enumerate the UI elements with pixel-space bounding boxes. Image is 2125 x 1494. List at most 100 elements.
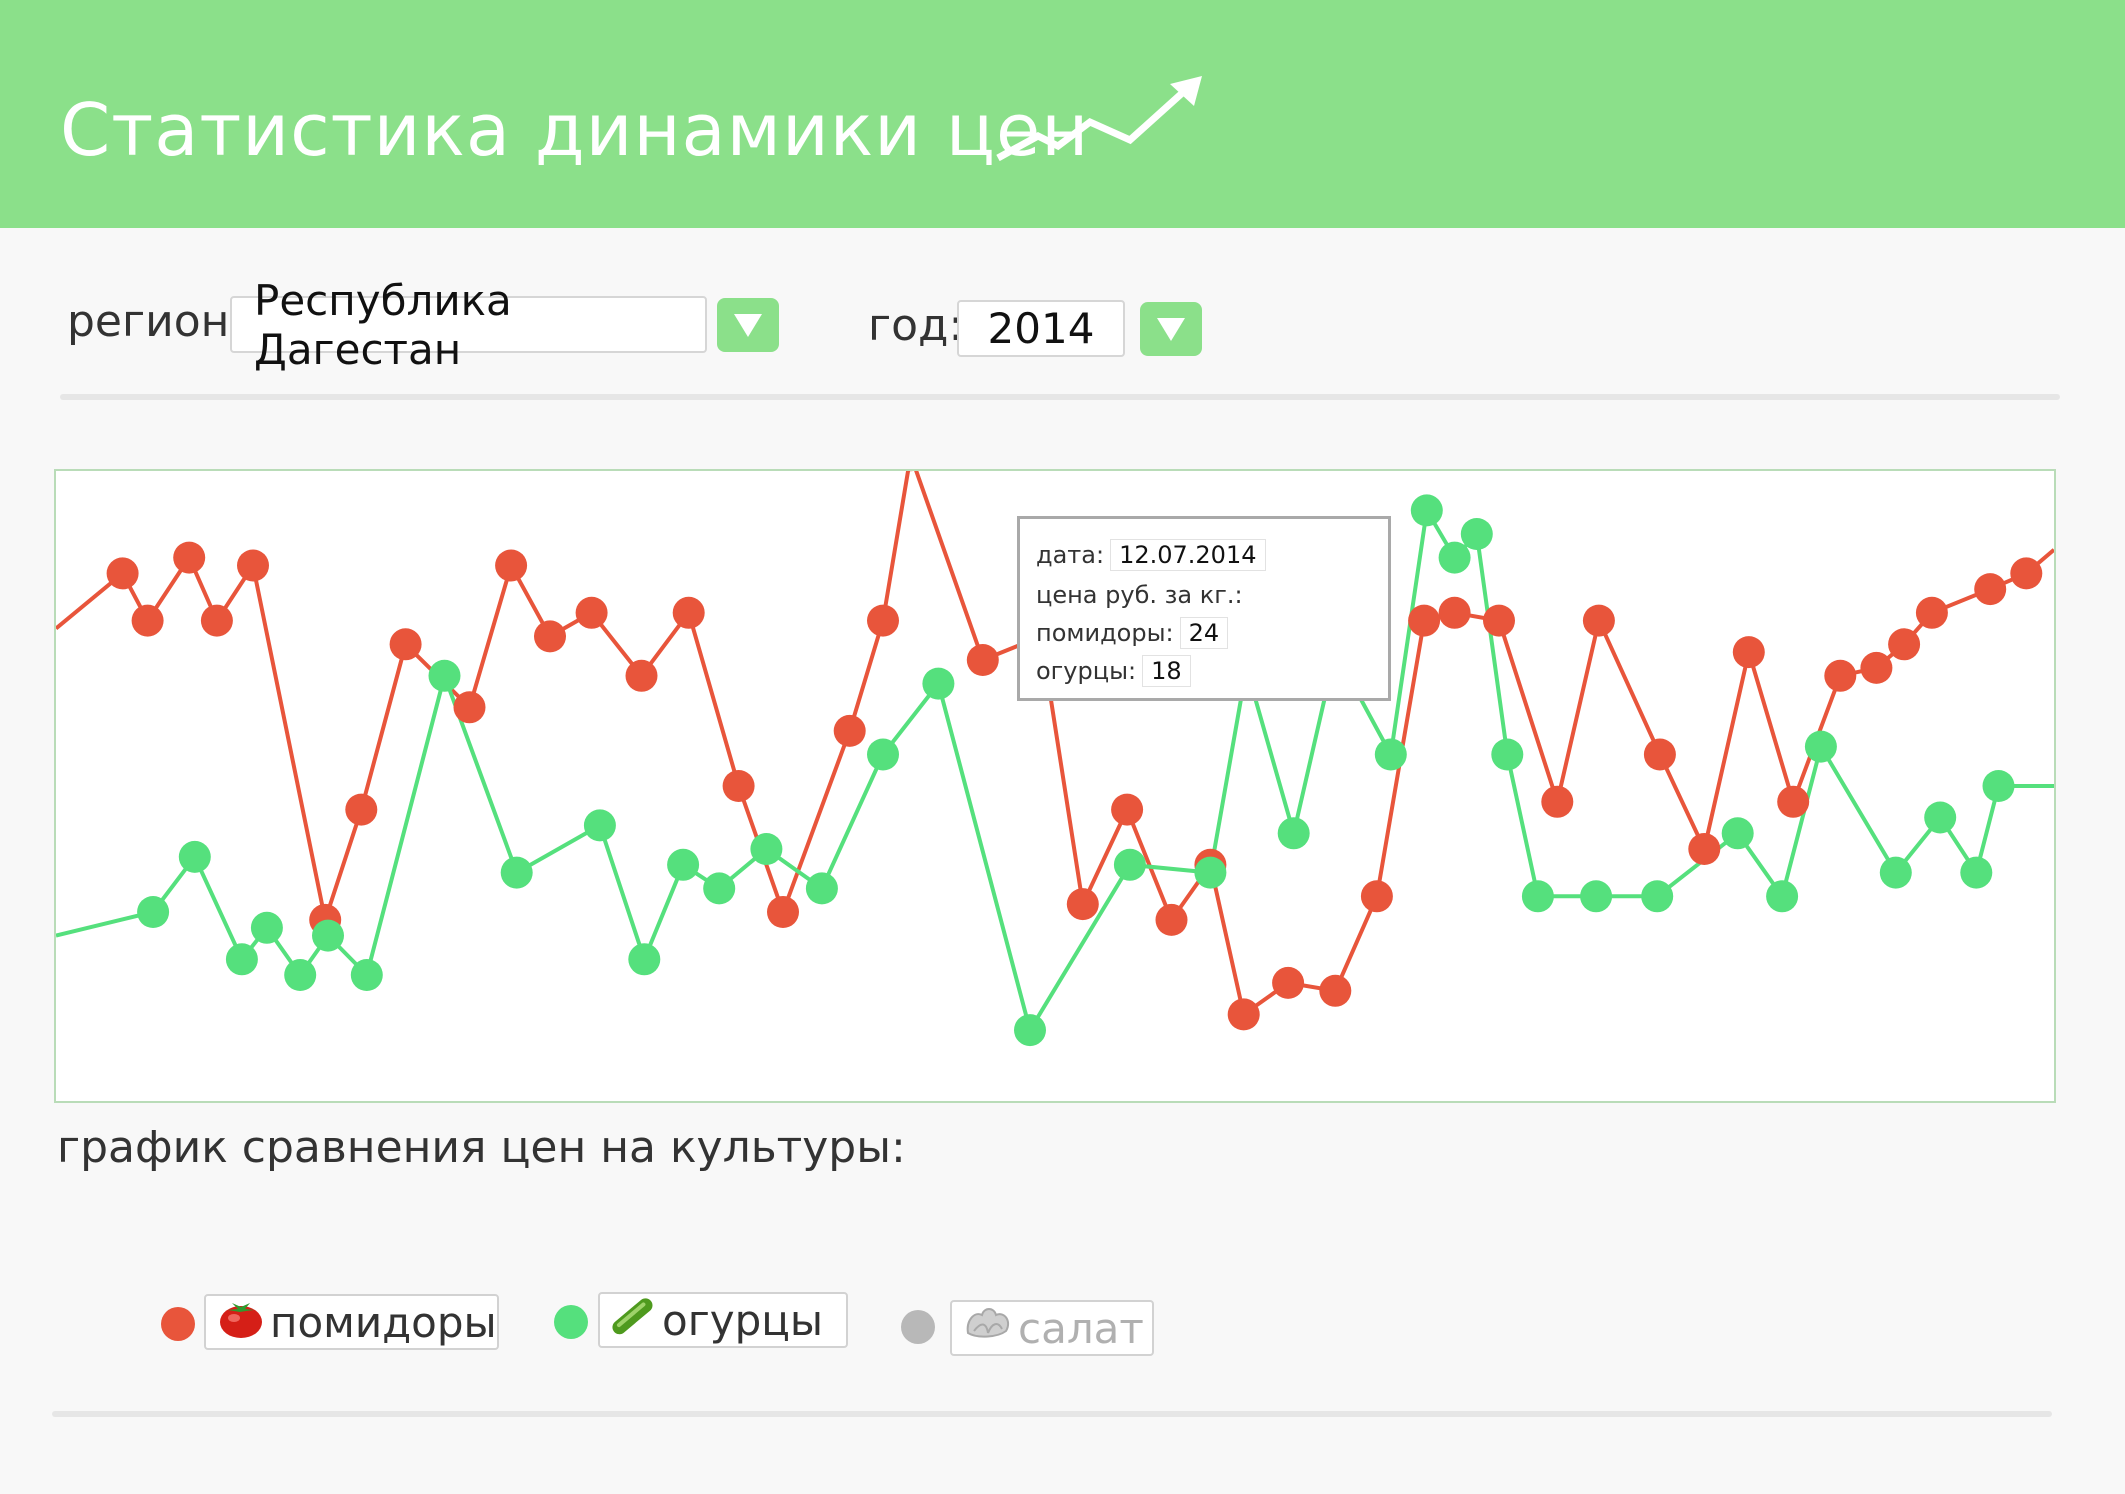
year-dropdown-button[interactable] [1140,302,1202,356]
data-point-cucumbers[interactable] [1521,880,1554,913]
region-select[interactable]: Республика Дагестан [230,276,707,374]
data-point-tomatoes[interactable] [106,557,139,590]
cucumber-icon [612,1293,656,1347]
data-point-cucumbers[interactable] [1014,1014,1046,1047]
data-point-cucumbers[interactable] [1277,817,1310,850]
legend-label-cucumbers: огурцы [662,1295,824,1345]
data-point-cucumbers[interactable] [137,896,170,928]
data-point-tomatoes[interactable] [867,604,899,637]
data-point-cucumbers[interactable] [1766,880,1799,913]
data-point-tomatoes[interactable] [767,896,799,928]
data-point-tomatoes[interactable] [1408,604,1441,637]
data-point-tomatoes[interactable] [495,549,528,582]
legend-toggle-tomatoes[interactable]: помидоры [204,1294,499,1350]
data-point-cucumbers[interactable] [1113,848,1146,881]
data-point-cucumbers[interactable] [1374,738,1407,771]
data-point-tomatoes[interactable] [1888,628,1921,661]
data-tooltip: дата: 12.07.2014 цена руб. за кг.: помид… [1017,516,1391,701]
data-point-tomatoes[interactable] [625,659,658,692]
data-point-cucumbers[interactable] [250,911,283,944]
data-point-cucumbers[interactable] [1580,880,1613,913]
tooltip-cucumbers-label: огурцы: [1036,657,1137,685]
tooltip-tomatoes-value: 24 [1179,617,1229,649]
data-point-tomatoes[interactable] [389,628,422,661]
data-point-tomatoes[interactable] [453,691,486,724]
data-point-cucumbers[interactable] [1410,494,1443,527]
data-point-tomatoes[interactable] [1319,974,1352,1007]
data-point-tomatoes[interactable] [1541,785,1574,818]
data-point-tomatoes[interactable] [966,644,999,676]
lettuce-icon [964,1303,1012,1353]
data-point-tomatoes[interactable] [1483,604,1515,637]
data-point-cucumbers[interactable] [1438,541,1471,574]
data-point-tomatoes[interactable] [1860,651,1893,684]
legend-dot-lettuce [901,1310,935,1344]
data-point-cucumbers[interactable] [1924,801,1957,834]
trend-up-arrow-icon [996,76,1202,162]
region-label: регион: [67,296,245,347]
data-point-cucumbers[interactable] [1804,730,1837,763]
data-point-tomatoes[interactable] [1227,998,1260,1031]
data-point-cucumbers[interactable] [867,738,899,771]
data-point-tomatoes[interactable] [833,714,866,747]
data-point-cucumbers[interactable] [1491,738,1524,771]
data-point-cucumbers[interactable] [703,872,736,905]
data-point-cucumbers[interactable] [225,943,258,976]
series-line-cucumbers [56,508,2054,1033]
data-point-tomatoes[interactable] [722,770,755,802]
data-point-tomatoes[interactable] [131,604,164,637]
data-point-cucumbers[interactable] [628,943,661,976]
legend-toggle-cucumbers[interactable]: огурцы [598,1292,848,1348]
data-point-cucumbers[interactable] [667,848,700,881]
data-point-tomatoes[interactable] [575,596,608,629]
data-point-tomatoes[interactable] [1582,604,1615,637]
data-point-tomatoes[interactable] [1438,596,1471,629]
data-point-cucumbers[interactable] [805,872,838,905]
data-point-tomatoes[interactable] [1066,888,1099,921]
data-point-cucumbers[interactable] [1641,880,1674,913]
tooltip-cucumbers-value: 18 [1142,655,1191,687]
data-point-cucumbers[interactable] [750,833,783,865]
header-bar: Статистика динамики цен [0,0,2125,228]
legend-dot-tomatoes [161,1307,195,1341]
data-point-tomatoes[interactable] [1360,880,1393,913]
data-point-cucumbers[interactable] [284,959,317,991]
data-point-cucumbers[interactable] [500,856,533,889]
data-point-tomatoes[interactable] [534,620,566,653]
data-point-tomatoes[interactable] [1777,785,1810,818]
data-point-tomatoes[interactable] [2010,557,2043,590]
data-point-tomatoes[interactable] [1272,966,1305,999]
data-point-cucumbers[interactable] [1460,518,1493,550]
data-point-tomatoes[interactable] [237,549,269,582]
data-point-tomatoes[interactable] [1155,903,1188,936]
data-point-cucumbers[interactable] [1721,817,1754,850]
tooltip-price-label: цена руб. за кг.: [1036,581,1243,609]
data-point-tomatoes[interactable] [672,596,705,629]
data-point-tomatoes[interactable] [1111,793,1144,826]
data-point-cucumbers[interactable] [428,659,461,692]
data-point-cucumbers[interactable] [1879,856,1912,889]
data-point-cucumbers[interactable] [922,667,955,700]
data-point-tomatoes[interactable] [200,604,233,637]
data-point-cucumbers[interactable] [1982,770,2015,802]
data-point-cucumbers[interactable] [1194,856,1227,889]
legend-dot-cucumbers [554,1305,588,1339]
year-select[interactable]: 2014 [957,300,1125,357]
data-point-tomatoes[interactable] [1824,659,1857,692]
data-point-tomatoes[interactable] [173,541,206,574]
data-point-cucumbers[interactable] [350,959,383,991]
data-point-tomatoes[interactable] [1643,738,1676,771]
data-point-tomatoes[interactable] [1974,573,2007,606]
tooltip-date-label: дата: [1036,541,1105,569]
data-point-tomatoes[interactable] [345,793,378,826]
data-point-cucumbers[interactable] [1960,856,1993,889]
legend-toggle-lettuce[interactable]: салат [950,1300,1154,1356]
data-point-cucumbers[interactable] [312,919,344,952]
data-point-tomatoes[interactable] [1688,833,1721,865]
data-point-cucumbers[interactable] [178,840,211,873]
region-dropdown-button[interactable] [717,298,779,352]
data-point-tomatoes[interactable] [1732,636,1765,669]
tooltip-date-value: 12.07.2014 [1110,539,1266,571]
data-point-cucumbers[interactable] [583,809,616,842]
data-point-tomatoes[interactable] [1915,596,1948,629]
